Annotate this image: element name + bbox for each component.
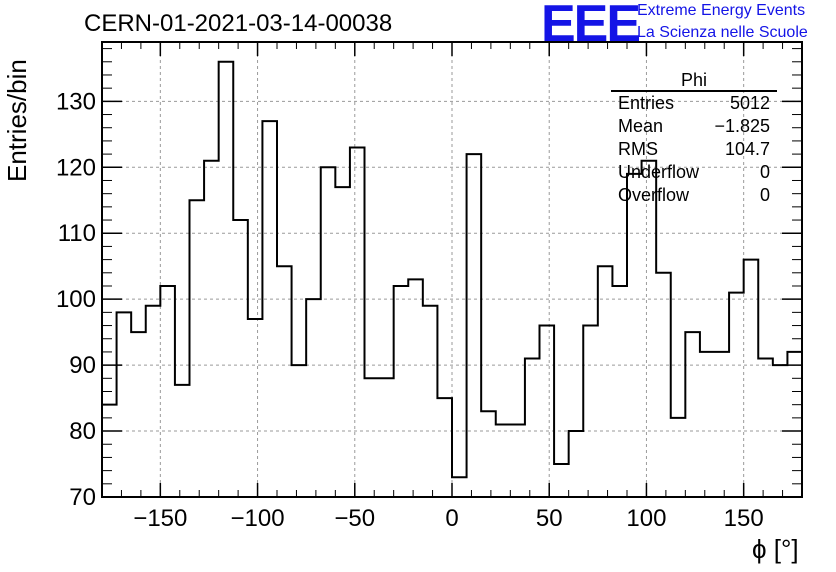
y-tick-label: 80 [69, 418, 96, 445]
stats-value: 5012 [729, 93, 770, 113]
logo-line-1: Extreme Energy Events [637, 2, 806, 19]
stats-row-entries: Entries 5012 [611, 92, 777, 115]
y-tick-label: 100 [56, 286, 96, 313]
x-tick-label: −50 [334, 505, 375, 532]
y-tick-label: 120 [56, 154, 96, 181]
x-tick-label: 0 [445, 505, 458, 532]
eee-logo: EEE [541, 0, 641, 53]
histogram-series [101, 60, 803, 497]
x-axis-label: ϕ [°] [752, 534, 799, 564]
x-tick-label: −150 [133, 505, 187, 532]
axis-tick-labels: −150 −100 −50 0 50 100 150 70 80 90 100 110 120 130 [56, 88, 764, 532]
y-tick-label: 110 [58, 220, 96, 247]
stats-row-underflow: Underflow 0 [611, 161, 777, 184]
y-axis-label: Entries/bin [2, 59, 32, 182]
y-tick-label: 130 [56, 88, 96, 115]
stats-value: 104.7 [724, 139, 770, 159]
stats-row-rms: RMS 104.7 [611, 138, 777, 161]
stats-value: 0 [759, 162, 770, 182]
y-tick-label: 90 [69, 352, 96, 379]
x-tick-label: 50 [536, 505, 563, 532]
stats-label: Mean [618, 116, 664, 136]
stats-box: Phi Entries 5012 Mean −1.825 RMS 104.7 Unde… [611, 70, 777, 207]
stats-label: Overflow [618, 185, 690, 205]
stats-value: 0 [759, 185, 770, 205]
axis-ticks [101, 42, 803, 498]
x-tick-label: 150 [724, 505, 764, 532]
stats-row-overflow: Overflow 0 [611, 184, 777, 207]
chart-title: CERN-01-2021-03-14-00038 [84, 10, 393, 37]
stats-value: −1.825 [714, 116, 770, 136]
x-tick-label: 100 [626, 505, 666, 532]
stats-title: Phi [611, 70, 777, 92]
stats-label: RMS [618, 139, 658, 159]
stats-label: Underflow [618, 162, 700, 182]
y-tick-label: 70 [69, 484, 96, 511]
stats-row-mean: Mean −1.825 [611, 115, 777, 138]
logo-line-2: La Scienza nelle Scuole [637, 24, 808, 41]
x-tick-label: −100 [231, 505, 285, 532]
stats-label: Entries [618, 93, 675, 113]
